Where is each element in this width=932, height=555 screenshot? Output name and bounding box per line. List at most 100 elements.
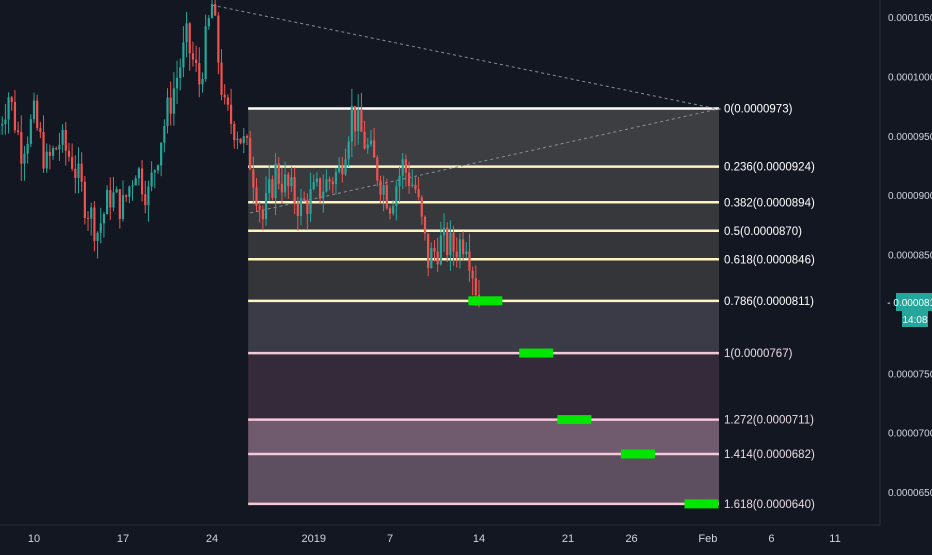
candle <box>11 96 13 111</box>
candle-body <box>243 136 245 143</box>
candle <box>233 121 235 149</box>
y-tick-label: 0.0000900 <box>888 191 932 202</box>
candle <box>135 175 137 185</box>
candle-body <box>23 154 25 164</box>
y-tick-label: 0.0000750 <box>888 369 932 380</box>
x-tick-label: Feb <box>698 533 717 545</box>
candle-body <box>287 174 289 186</box>
candle-body <box>185 23 187 42</box>
fib-band <box>248 259 719 301</box>
candle <box>125 194 127 202</box>
candle-body <box>125 195 127 197</box>
candle <box>185 12 187 57</box>
candle-body <box>93 207 95 240</box>
candle-body <box>475 278 477 295</box>
candle-body <box>332 182 334 185</box>
candle-body <box>389 208 391 213</box>
y-axis: 0.00010500.00010000.00009500.00009000.00… <box>888 13 932 499</box>
candle-body <box>205 26 207 79</box>
target-marker-3 <box>557 415 591 424</box>
candle <box>23 146 25 181</box>
candle <box>230 89 232 134</box>
candle-body <box>173 88 175 113</box>
x-tick-label: 2019 <box>301 533 325 545</box>
candle-body <box>220 63 222 95</box>
candle <box>173 72 175 126</box>
candle <box>49 145 51 170</box>
candle <box>119 189 121 229</box>
candle-body <box>138 168 140 178</box>
candle-body <box>252 169 254 187</box>
candle-body <box>154 170 156 172</box>
candle <box>224 84 226 104</box>
candle <box>17 122 19 136</box>
target-marker-2 <box>519 349 553 358</box>
candle-body <box>90 207 92 218</box>
candle <box>58 133 60 161</box>
candle-body <box>421 197 423 217</box>
candle-body <box>233 124 235 140</box>
candle-body <box>271 179 273 198</box>
candle-body <box>128 187 130 197</box>
candle-body <box>468 251 470 270</box>
candle-body <box>456 252 458 258</box>
candle <box>52 146 54 160</box>
candle-body <box>131 185 133 186</box>
candle-body <box>427 233 429 268</box>
y-tick-label: 0.0000950 <box>888 132 932 143</box>
candle-body <box>55 148 57 149</box>
candle <box>166 88 168 133</box>
candle <box>154 169 156 188</box>
candle <box>14 90 16 133</box>
candle-body <box>338 166 340 172</box>
candle <box>144 181 146 214</box>
candle-body <box>46 152 48 169</box>
candle <box>46 143 48 172</box>
y-tick-label: 0.0000650 <box>888 488 932 499</box>
current-price-label: - 0.0000810 <box>887 298 932 309</box>
candle <box>109 177 111 220</box>
target-marker-5 <box>685 499 719 508</box>
candle-body <box>360 109 362 132</box>
candle-body <box>290 177 292 186</box>
candle-body <box>262 210 264 220</box>
candle <box>87 211 89 231</box>
candle <box>71 144 73 172</box>
fib-band <box>248 454 719 504</box>
candle-body <box>208 18 210 26</box>
candle-body <box>335 172 337 184</box>
candle-body <box>411 185 413 186</box>
candle-body <box>395 186 397 206</box>
candle-body <box>418 189 420 197</box>
y-tick-label: 0.0000850 <box>888 251 932 262</box>
candle-body <box>319 178 321 198</box>
candle-body <box>227 97 229 104</box>
candle <box>240 138 242 144</box>
target-marker-1 <box>468 296 502 305</box>
y-tick-label: 0.0001000 <box>888 72 932 83</box>
candle-body <box>424 217 426 234</box>
candle <box>65 122 67 166</box>
candle-body <box>440 235 442 264</box>
candle-body <box>341 166 343 175</box>
candle-body <box>373 141 375 158</box>
candle-body <box>201 79 203 84</box>
candle <box>20 115 22 181</box>
candle-body <box>348 142 350 160</box>
candle-body <box>122 195 124 219</box>
candle-body <box>274 163 276 198</box>
candle-body <box>278 163 280 183</box>
fib-label-1: 1(0.0000767) <box>724 348 793 360</box>
fib-label-0.236: 0.236(0.0000924) <box>724 162 815 174</box>
candle-body <box>182 42 184 67</box>
candle-body <box>77 164 79 178</box>
candle <box>7 92 9 133</box>
candle-body <box>198 63 200 84</box>
candle <box>246 134 248 145</box>
candle <box>81 152 83 192</box>
candle-body <box>246 136 248 138</box>
candle <box>160 142 162 176</box>
x-tick-label: 21 <box>562 533 574 545</box>
